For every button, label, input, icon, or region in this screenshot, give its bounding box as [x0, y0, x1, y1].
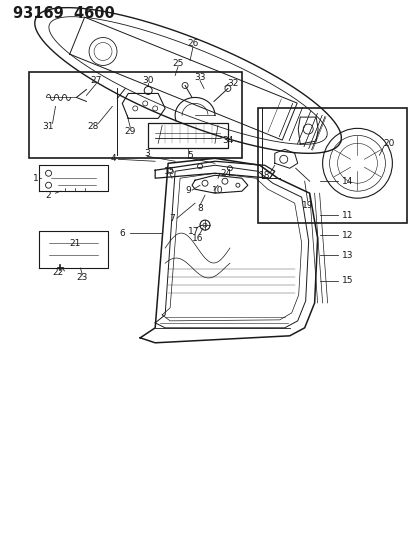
Text: 5: 5 [187, 151, 192, 160]
Text: 14: 14 [341, 177, 352, 185]
Text: 34: 34 [222, 136, 233, 145]
Text: 16: 16 [192, 233, 203, 243]
Text: 23: 23 [76, 273, 88, 282]
Text: 20: 20 [383, 139, 394, 148]
Text: 29: 29 [124, 127, 135, 136]
Text: 3: 3 [144, 149, 150, 158]
Text: 7: 7 [169, 214, 175, 223]
Text: 22: 22 [52, 269, 63, 278]
Text: 31: 31 [42, 122, 53, 131]
Text: 30: 30 [142, 76, 154, 85]
Text: 15: 15 [164, 167, 176, 176]
Text: 21: 21 [69, 239, 81, 247]
Text: 2: 2 [45, 191, 51, 200]
Text: 17: 17 [188, 227, 199, 236]
Text: 32: 32 [227, 79, 238, 88]
Text: 18: 18 [259, 171, 270, 180]
Text: 27: 27 [90, 76, 102, 85]
Text: 13: 13 [341, 251, 352, 260]
Text: 9: 9 [185, 185, 190, 195]
Text: 28: 28 [88, 122, 99, 131]
Text: 6: 6 [119, 229, 125, 238]
Text: 19: 19 [301, 200, 313, 209]
Text: 12: 12 [341, 231, 352, 239]
Text: 8: 8 [197, 204, 202, 213]
Text: 4: 4 [110, 154, 116, 163]
Text: 26: 26 [187, 39, 198, 48]
Text: 93169  4600: 93169 4600 [13, 6, 114, 21]
Text: 24: 24 [220, 169, 231, 177]
Text: 33: 33 [194, 73, 205, 82]
Text: 10: 10 [212, 185, 223, 195]
Text: 25: 25 [172, 59, 183, 68]
Text: 11: 11 [341, 211, 352, 220]
Text: 15: 15 [341, 277, 352, 286]
Text: 1: 1 [33, 174, 38, 183]
